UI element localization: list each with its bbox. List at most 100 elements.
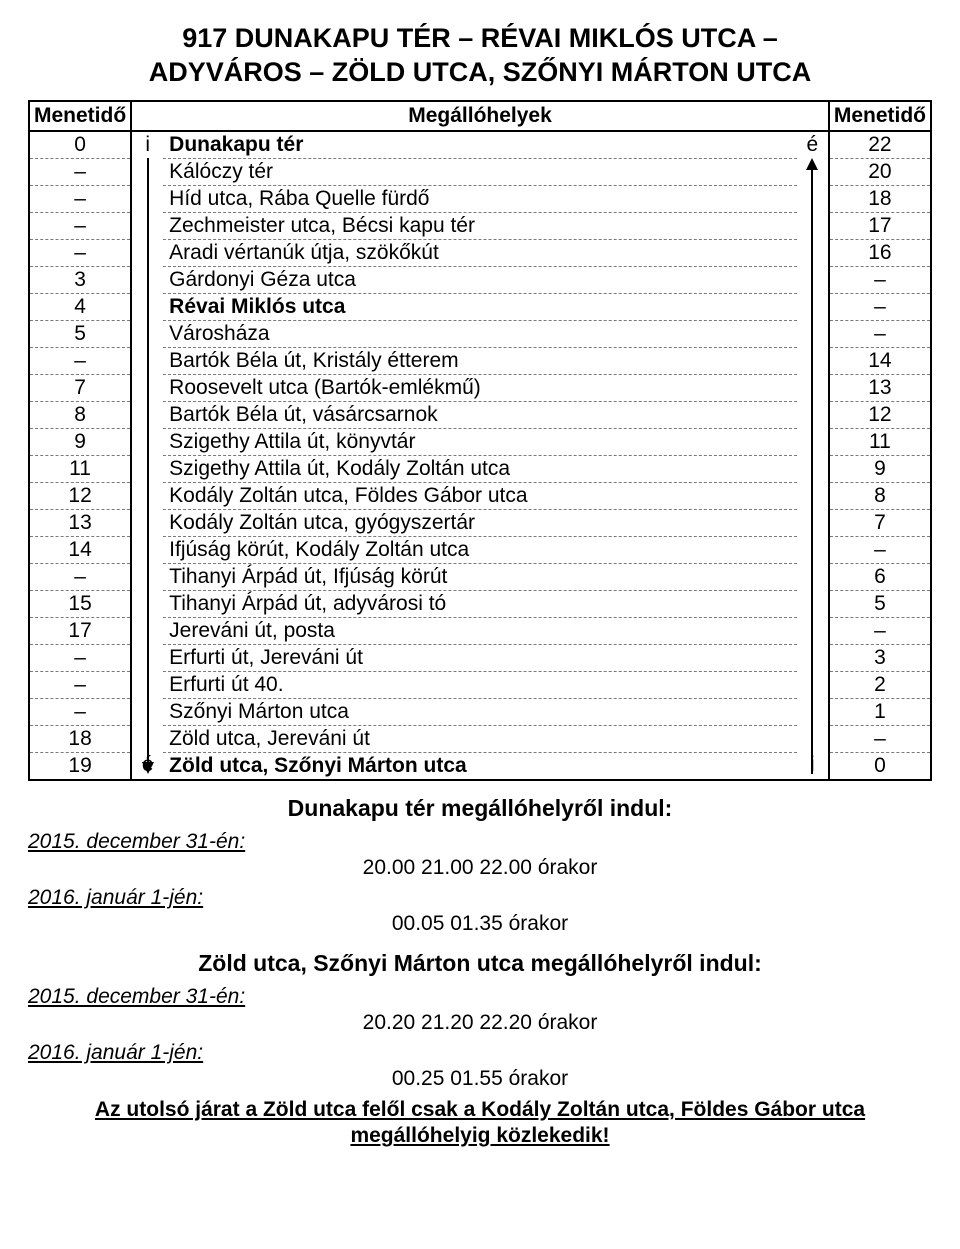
mark-left bbox=[131, 617, 163, 644]
left-minute: – bbox=[29, 239, 131, 266]
stop-name: Kálóczy tér bbox=[163, 158, 797, 185]
right-minute: 5 bbox=[829, 590, 931, 617]
mark-left bbox=[131, 698, 163, 725]
header-mark-left bbox=[131, 101, 163, 131]
right-minute: 9 bbox=[829, 455, 931, 482]
mark-left bbox=[131, 239, 163, 266]
table-row: 18Zöld utca, Jereváni út– bbox=[29, 725, 931, 752]
footnote-line-1: Az utolsó járat a Zöld utca felől csak a… bbox=[95, 1098, 865, 1121]
mark-left bbox=[131, 644, 163, 671]
left-minute: 13 bbox=[29, 509, 131, 536]
table-row: –Kálóczy tér20 bbox=[29, 158, 931, 185]
stop-name: Erfurti út 40. bbox=[163, 671, 797, 698]
right-minute: 22 bbox=[829, 131, 931, 159]
right-minute: – bbox=[829, 320, 931, 347]
stop-name: Bartók Béla út, Kristály étterem bbox=[163, 347, 797, 374]
stop-name: Gárdonyi Géza utca bbox=[163, 266, 797, 293]
departure-heading-1: Dunakapu tér megállóhelyről indul: bbox=[28, 795, 932, 822]
right-minute: 14 bbox=[829, 347, 931, 374]
mark-right bbox=[797, 293, 829, 320]
right-minute: – bbox=[829, 725, 931, 752]
left-minute: 4 bbox=[29, 293, 131, 320]
left-minute: 7 bbox=[29, 374, 131, 401]
mark-right bbox=[797, 617, 829, 644]
left-minute: 14 bbox=[29, 536, 131, 563]
table-row: 3Gárdonyi Géza utca– bbox=[29, 266, 931, 293]
mark-right bbox=[797, 644, 829, 671]
mark-left bbox=[131, 374, 163, 401]
stop-name: Szőnyi Márton utca bbox=[163, 698, 797, 725]
stop-name: Dunakapu tér bbox=[163, 131, 797, 159]
right-minute: 2 bbox=[829, 671, 931, 698]
mark-right bbox=[797, 374, 829, 401]
mark-right bbox=[797, 158, 829, 185]
stop-name: Zöld utca, Szőnyi Márton utca bbox=[163, 752, 797, 780]
stop-name: Híd utca, Rába Quelle fürdő bbox=[163, 185, 797, 212]
mark-left bbox=[131, 671, 163, 698]
mark-left bbox=[131, 320, 163, 347]
left-minute: 8 bbox=[29, 401, 131, 428]
right-minute: 18 bbox=[829, 185, 931, 212]
right-minute: 0 bbox=[829, 752, 931, 780]
table-row: 12Kodály Zoltán utca, Földes Gábor utca8 bbox=[29, 482, 931, 509]
title-line-2: ADYVÁROS – ZÖLD UTCA, SZŐNYI MÁRTON UTCA bbox=[149, 57, 812, 87]
table-row: 5 Városháza – bbox=[29, 320, 931, 347]
left-minute: – bbox=[29, 185, 131, 212]
mark-left bbox=[131, 725, 163, 752]
table-row: 7Roosevelt utca (Bartók-emlékmű)13 bbox=[29, 374, 931, 401]
left-minute: 3 bbox=[29, 266, 131, 293]
right-minute: 1 bbox=[829, 698, 931, 725]
stop-name: Szigethy Attila út, Kodály Zoltán utca bbox=[163, 455, 797, 482]
right-minute: 13 bbox=[829, 374, 931, 401]
stop-name: Ifjúság körút, Kodály Zoltán utca bbox=[163, 536, 797, 563]
header-left: Menetidő bbox=[29, 101, 131, 131]
dep2-date2: 2016. január 1-jén: bbox=[28, 1041, 932, 1065]
mark-left bbox=[131, 536, 163, 563]
dep1-times1: 20.00 21.00 22.00 órakor bbox=[28, 856, 932, 880]
mark-right: é bbox=[797, 131, 829, 159]
mark-right bbox=[797, 590, 829, 617]
mark-left bbox=[131, 347, 163, 374]
stop-name: Városháza bbox=[163, 320, 797, 347]
table-row: 14Ifjúság körút, Kodály Zoltán utca– bbox=[29, 536, 931, 563]
right-minute: 17 bbox=[829, 212, 931, 239]
mark-right bbox=[797, 212, 829, 239]
stop-name: Kodály Zoltán utca, gyógyszertár bbox=[163, 509, 797, 536]
footnote: Az utolsó járat a Zöld utca felől csak a… bbox=[28, 1097, 932, 1150]
mark-right bbox=[797, 266, 829, 293]
stop-name: Aradi vértanúk útja, szökőkút bbox=[163, 239, 797, 266]
right-minute: 6 bbox=[829, 563, 931, 590]
dep2-date1: 2015. december 31-én: bbox=[28, 985, 932, 1009]
mark-right bbox=[797, 698, 829, 725]
left-minute: 12 bbox=[29, 482, 131, 509]
dep1-date2: 2016. január 1-jén: bbox=[28, 886, 932, 910]
dep2-times1: 20.20 21.20 22.20 órakor bbox=[28, 1011, 932, 1035]
left-minute: 5 bbox=[29, 320, 131, 347]
mark-left bbox=[131, 509, 163, 536]
table-row: – Híd utca, Rába Quelle fürdő 18 bbox=[29, 185, 931, 212]
mark-right bbox=[797, 347, 829, 374]
route-title: 917 DUNAKAPU TÉR – RÉVAI MIKLÓS UTCA – A… bbox=[28, 22, 932, 90]
table-row: – Aradi vértanúk útja, szökőkút 16 bbox=[29, 239, 931, 266]
mark-right: i bbox=[797, 752, 829, 780]
table-row: 4Révai Miklós utca– bbox=[29, 293, 931, 320]
right-minute: 16 bbox=[829, 239, 931, 266]
left-minute: – bbox=[29, 563, 131, 590]
header-mark-right bbox=[797, 101, 829, 131]
right-minute: 12 bbox=[829, 401, 931, 428]
schedule-table: Menetidő Megállóhelyek Menetidő 0iDunaka… bbox=[28, 100, 932, 781]
stop-name: Jereváni út, posta bbox=[163, 617, 797, 644]
left-minute: 0 bbox=[29, 131, 131, 159]
left-minute: 17 bbox=[29, 617, 131, 644]
mark-right bbox=[797, 401, 829, 428]
table-row: –Erfurti út, Jereváni út3 bbox=[29, 644, 931, 671]
table-row: –Zechmeister utca, Bécsi kapu tér17 bbox=[29, 212, 931, 239]
table-row: – Bartók Béla út, Kristály étterem 14 bbox=[29, 347, 931, 374]
mark-left: é bbox=[131, 752, 163, 780]
left-minute: 15 bbox=[29, 590, 131, 617]
left-minute: – bbox=[29, 698, 131, 725]
right-minute: – bbox=[829, 617, 931, 644]
left-minute: – bbox=[29, 347, 131, 374]
mark-left bbox=[131, 185, 163, 212]
stop-name: Erfurti út, Jereváni út bbox=[163, 644, 797, 671]
